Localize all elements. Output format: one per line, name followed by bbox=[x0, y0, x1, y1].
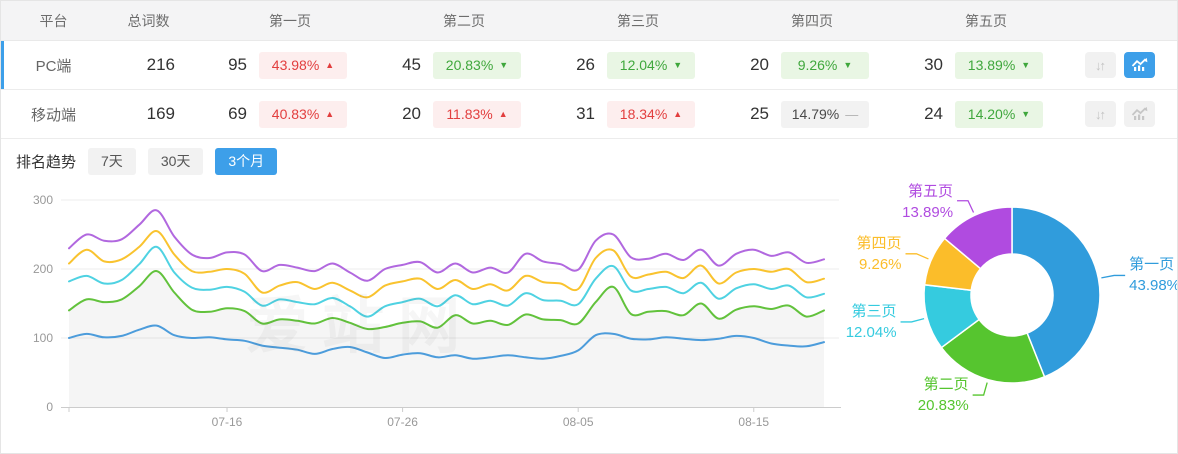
trend-arrow-icon: ▼ bbox=[673, 59, 683, 70]
trend-arrow-icon: ▼ bbox=[1021, 59, 1031, 70]
page4-pct-badge: 14.79% — bbox=[781, 100, 869, 128]
page2-cell: 45 20.83% ▼ bbox=[365, 51, 539, 79]
col-header-platform: 平台 bbox=[39, 12, 68, 29]
donut-chart[interactable]: 第一页 43.98% 第二页 20.83% 第三页 12.04% 第四页 9.26% 第五页 13… bbox=[846, 181, 1178, 449]
donut-chart-svg[interactable] bbox=[846, 183, 1178, 449]
page2-cell: 20 11.83% ▲ bbox=[365, 100, 539, 128]
page2-pct-badge: 20.83% ▼ bbox=[433, 51, 521, 79]
page3-cell: 26 12.04% ▼ bbox=[539, 51, 713, 79]
donut-label-pct: 9.26% bbox=[858, 255, 902, 273]
page2-count: 45 bbox=[402, 55, 421, 74]
svg-text:07-16: 07-16 bbox=[212, 415, 243, 429]
filter-7-days-button[interactable]: 7天 bbox=[88, 147, 136, 175]
svg-text:100: 100 bbox=[33, 331, 53, 345]
filter-30-days-button[interactable]: 30天 bbox=[147, 147, 204, 175]
page4-pct-badge: 9.26% ▼ bbox=[781, 51, 869, 79]
table-header: 平台 总词数 第一页 第二页 第三页 第四页 第五页 bbox=[1, 1, 1177, 41]
page4-count: 25 bbox=[750, 104, 769, 123]
svg-text:300: 300 bbox=[33, 193, 53, 207]
donut-label-第五页: 第五页 13.89% bbox=[902, 181, 953, 223]
page1-count: 95 bbox=[228, 55, 247, 74]
page1-count: 69 bbox=[228, 104, 247, 123]
page5-cell: 24 14.20% ▼ bbox=[887, 100, 1061, 128]
rank-trend-section: 排名趋势 7天 30天 3个月 爱站网 0 100 200 300 07-16 07-26… bbox=[1, 139, 1177, 449]
page3-cell: 31 18.34% ▲ bbox=[539, 100, 713, 128]
col-header-page4: 第四页 bbox=[791, 12, 833, 29]
page1-pct-badge: 40.83% ▲ bbox=[259, 100, 347, 128]
line-chart-svg[interactable]: 010020030007-1607-2608-0508-1508-2509-04… bbox=[1, 183, 846, 449]
page5-cell: 30 13.89% ▼ bbox=[887, 51, 1061, 79]
donut-label-name: 第一页 bbox=[1129, 256, 1175, 274]
page5-pct-badge: 14.20% ▼ bbox=[955, 100, 1043, 128]
svg-text:08-15: 08-15 bbox=[738, 415, 769, 429]
page1-pct-badge: 43.98% ▲ bbox=[259, 51, 347, 79]
donut-label-name: 第四页 bbox=[856, 234, 902, 252]
sort-arrows-icon[interactable]: ↓↑ bbox=[1085, 52, 1116, 78]
row-actions: ↓↑ bbox=[1061, 101, 1177, 127]
col-header-page2: 第二页 bbox=[443, 12, 485, 29]
svg-text:07-26: 07-26 bbox=[387, 415, 418, 429]
page5-count: 24 bbox=[924, 104, 943, 123]
donut-label-第一页: 第一页 43.98% bbox=[1129, 254, 1178, 296]
trend-arrow-icon: ▲ bbox=[498, 108, 508, 119]
trend-arrow-icon: ▼ bbox=[843, 59, 853, 70]
page2-count: 20 bbox=[402, 104, 421, 123]
donut-label-pct: 20.83% bbox=[917, 397, 969, 415]
trend-arrow-icon: ▲ bbox=[325, 108, 335, 119]
col-header-page1: 第一页 bbox=[269, 12, 311, 29]
svg-text:200: 200 bbox=[33, 262, 53, 276]
charts-area: 爱站网 010020030007-1607-2608-0508-1508-250… bbox=[1, 183, 1177, 449]
donut-label-name: 第三页 bbox=[851, 302, 897, 320]
table-row-pc[interactable]: PC端 216 95 43.98% ▲ 45 20.83% ▼ 26 12.04% ▼… bbox=[1, 41, 1177, 90]
donut-label-第四页: 第四页 9.26% bbox=[857, 233, 902, 275]
total-words-value: 216 bbox=[146, 55, 175, 74]
trend-arrow-icon: ▲ bbox=[325, 59, 335, 70]
page1-cell: 69 40.83% ▲ bbox=[191, 100, 365, 128]
platform-label: PC端 bbox=[35, 57, 72, 75]
platform-label: 移动端 bbox=[30, 106, 76, 124]
page5-pct-badge: 13.89% ▼ bbox=[955, 51, 1043, 79]
col-header-page5: 第五页 bbox=[965, 12, 1007, 29]
donut-label-pct: 43.98% bbox=[1129, 277, 1178, 295]
page1-cell: 95 43.98% ▲ bbox=[191, 51, 365, 79]
page3-pct-badge: 12.04% ▼ bbox=[607, 51, 695, 79]
donut-label-pct: 13.89% bbox=[902, 204, 954, 221]
donut-slice-第一页 bbox=[1011, 206, 1101, 378]
trend-arrow-icon: — bbox=[845, 106, 859, 122]
page3-count: 26 bbox=[576, 55, 595, 74]
line-chart[interactable]: 爱站网 010020030007-1607-2608-0508-1508-250… bbox=[1, 183, 846, 449]
trend-arrow-icon: ▼ bbox=[1021, 108, 1031, 119]
page5-count: 30 bbox=[924, 55, 943, 74]
sort-arrows-icon[interactable]: ↓↑ bbox=[1085, 101, 1116, 127]
trend-header: 排名趋势 7天 30天 3个月 bbox=[1, 139, 1177, 183]
row-actions: ↓↑ bbox=[1061, 52, 1177, 78]
trend-chart-icon[interactable] bbox=[1124, 101, 1155, 127]
col-header-page3: 第三页 bbox=[617, 12, 659, 29]
trend-section-title: 排名趋势 bbox=[16, 153, 77, 171]
col-header-total: 总词数 bbox=[127, 12, 170, 29]
donut-label-第二页: 第二页 20.83% bbox=[918, 374, 969, 416]
trend-arrow-icon: ▲ bbox=[673, 108, 683, 119]
svg-text:08-05: 08-05 bbox=[563, 415, 594, 429]
page4-cell: 20 9.26% ▼ bbox=[713, 51, 887, 79]
donut-label-name: 第五页 bbox=[908, 183, 954, 200]
trend-chart-icon[interactable] bbox=[1124, 52, 1155, 78]
donut-label-pct: 12.04% bbox=[845, 323, 897, 341]
page4-cell: 25 14.79% — bbox=[713, 100, 887, 128]
svg-text:0: 0 bbox=[46, 400, 53, 414]
trend-arrow-icon: ▼ bbox=[499, 59, 509, 70]
page3-pct-badge: 18.34% ▲ bbox=[607, 100, 695, 128]
total-words-value: 169 bbox=[146, 104, 175, 123]
page2-pct-badge: 11.83% ▲ bbox=[433, 100, 521, 128]
donut-label-第三页: 第三页 12.04% bbox=[846, 301, 897, 343]
filter-3-months-button[interactable]: 3个月 bbox=[215, 147, 278, 175]
donut-slice-第五页 bbox=[943, 206, 1013, 270]
rank-table: 平台 总词数 第一页 第二页 第三页 第四页 第五页 PC端 216 95 43… bbox=[1, 1, 1177, 139]
table-row-mobile[interactable]: 移动端 169 69 40.83% ▲ 20 11.83% ▲ 31 18.34% ▲… bbox=[1, 90, 1177, 139]
donut-label-name: 第二页 bbox=[923, 376, 969, 394]
page4-count: 20 bbox=[750, 55, 769, 74]
page3-count: 31 bbox=[576, 104, 595, 123]
